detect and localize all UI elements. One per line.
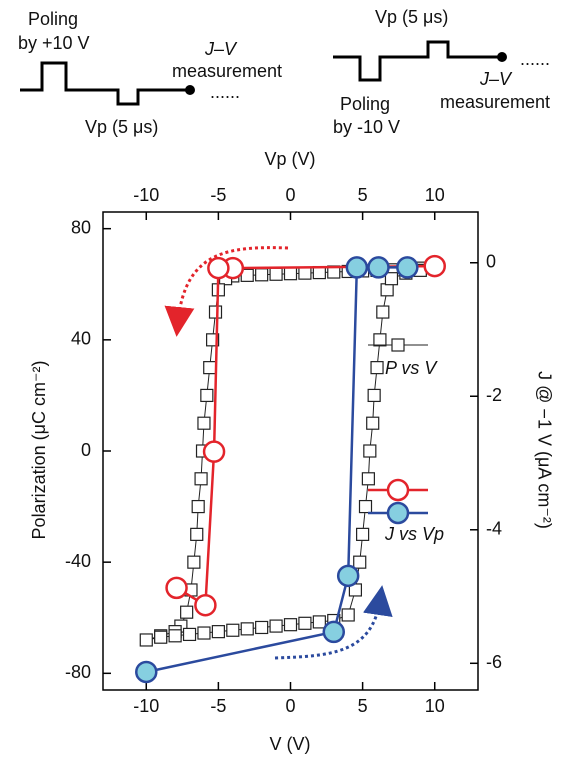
x-axis-label: V (V): [269, 734, 310, 754]
data-point: [200, 388, 214, 403]
data-point: [384, 272, 399, 286]
data-point: [255, 268, 269, 282]
y-tick-label: 80: [71, 217, 91, 237]
data-point: [207, 256, 230, 280]
x-tick-label: -10: [133, 696, 159, 716]
data-point: [361, 472, 375, 486]
annotation: by -10 V: [333, 117, 400, 137]
x2-tick-label: -10: [133, 185, 159, 205]
data-point: [197, 416, 211, 430]
annotation: by +10 V: [18, 33, 90, 53]
annotation: Vp (5 μs): [85, 117, 158, 137]
data-point: [269, 619, 283, 633]
data-point: [211, 625, 225, 639]
x-tick-label: -5: [210, 696, 226, 716]
y2-axis-label: J @ −1 V (μA cm⁻²): [534, 371, 554, 529]
y2-tick-label: -2: [486, 385, 502, 405]
annotation: measurement: [440, 92, 550, 112]
x-tick-label: 10: [425, 696, 445, 716]
data-point: [208, 305, 223, 319]
data-point: [269, 267, 283, 281]
data-point: [197, 626, 211, 640]
annotation: Poling: [340, 94, 390, 114]
data-point: [194, 593, 217, 617]
legend-marker: [386, 478, 410, 502]
y2-tick-label: 0: [486, 251, 496, 271]
data-point: [376, 305, 390, 319]
legend-label: P vs V: [385, 358, 438, 378]
waveform-positive: [20, 61, 188, 106]
data-point: [187, 555, 201, 569]
waveform-dot: [185, 85, 195, 95]
ellipsis: ......: [210, 82, 240, 102]
data-point: [283, 618, 298, 632]
annotation: measurement: [172, 61, 282, 81]
y-tick-label: -80: [65, 662, 91, 682]
annotation: J–V: [204, 39, 238, 59]
data-point: [255, 620, 269, 635]
legend-marker: [391, 338, 405, 352]
data-point: [423, 254, 446, 278]
data-point: [154, 630, 168, 644]
data-point: [139, 633, 153, 647]
data-point: [194, 472, 208, 486]
x2-axis-label: Vp (V): [264, 149, 315, 169]
y2-tick-label: -4: [486, 519, 502, 539]
y-tick-label: 0: [81, 440, 91, 460]
arrow: [274, 585, 393, 660]
data-point: [373, 333, 387, 347]
data-point: [363, 444, 377, 458]
data-point: [226, 623, 240, 637]
data-point: [356, 527, 370, 541]
data-point: [165, 576, 188, 600]
data-point: [358, 499, 373, 514]
legend-label: J vs Vp: [384, 524, 444, 544]
data-point: [202, 440, 226, 463]
data-point: [298, 616, 312, 630]
data-point: [367, 256, 390, 279]
data-point: [203, 361, 217, 375]
data-point: [298, 266, 312, 280]
data-point: [380, 283, 394, 297]
data-point: [283, 267, 298, 281]
data-point: [336, 564, 360, 588]
x2-tick-label: 0: [285, 185, 295, 205]
annotation: Vp (5 μs): [375, 7, 448, 27]
x2-tick-label: 10: [425, 185, 445, 205]
data-point: [345, 256, 369, 279]
x-tick-label: 5: [358, 696, 368, 716]
ellipsis: ......: [520, 49, 550, 69]
legend-marker: [386, 501, 410, 525]
data-point: [190, 527, 204, 541]
arrow: [164, 246, 289, 337]
waveform-negative: [333, 40, 500, 82]
waveform-dot: [497, 52, 507, 62]
annotation: J–V: [479, 69, 513, 89]
data-point: [191, 499, 205, 514]
y-axis-label: Polarization (μC cm⁻²): [29, 361, 49, 540]
data-point: [312, 615, 326, 629]
y-tick-label: -40: [65, 551, 91, 571]
y-tick-label: 40: [71, 329, 91, 349]
x2-tick-label: -5: [210, 185, 226, 205]
data-point: [353, 555, 367, 569]
data-point: [366, 416, 380, 430]
data-point: [135, 660, 158, 684]
annotation: Poling: [28, 9, 78, 29]
data-point: [322, 620, 346, 644]
data-point: [180, 605, 194, 619]
data-point: [370, 361, 384, 375]
data-point: [367, 388, 381, 403]
data-point: [168, 629, 182, 643]
data-point: [341, 608, 355, 622]
data-point: [396, 256, 419, 279]
x-tick-label: 0: [285, 696, 295, 716]
y2-tick-label: -6: [486, 652, 502, 672]
data-point: [240, 622, 254, 636]
data-point: [182, 627, 197, 642]
x2-tick-label: 5: [358, 185, 368, 205]
